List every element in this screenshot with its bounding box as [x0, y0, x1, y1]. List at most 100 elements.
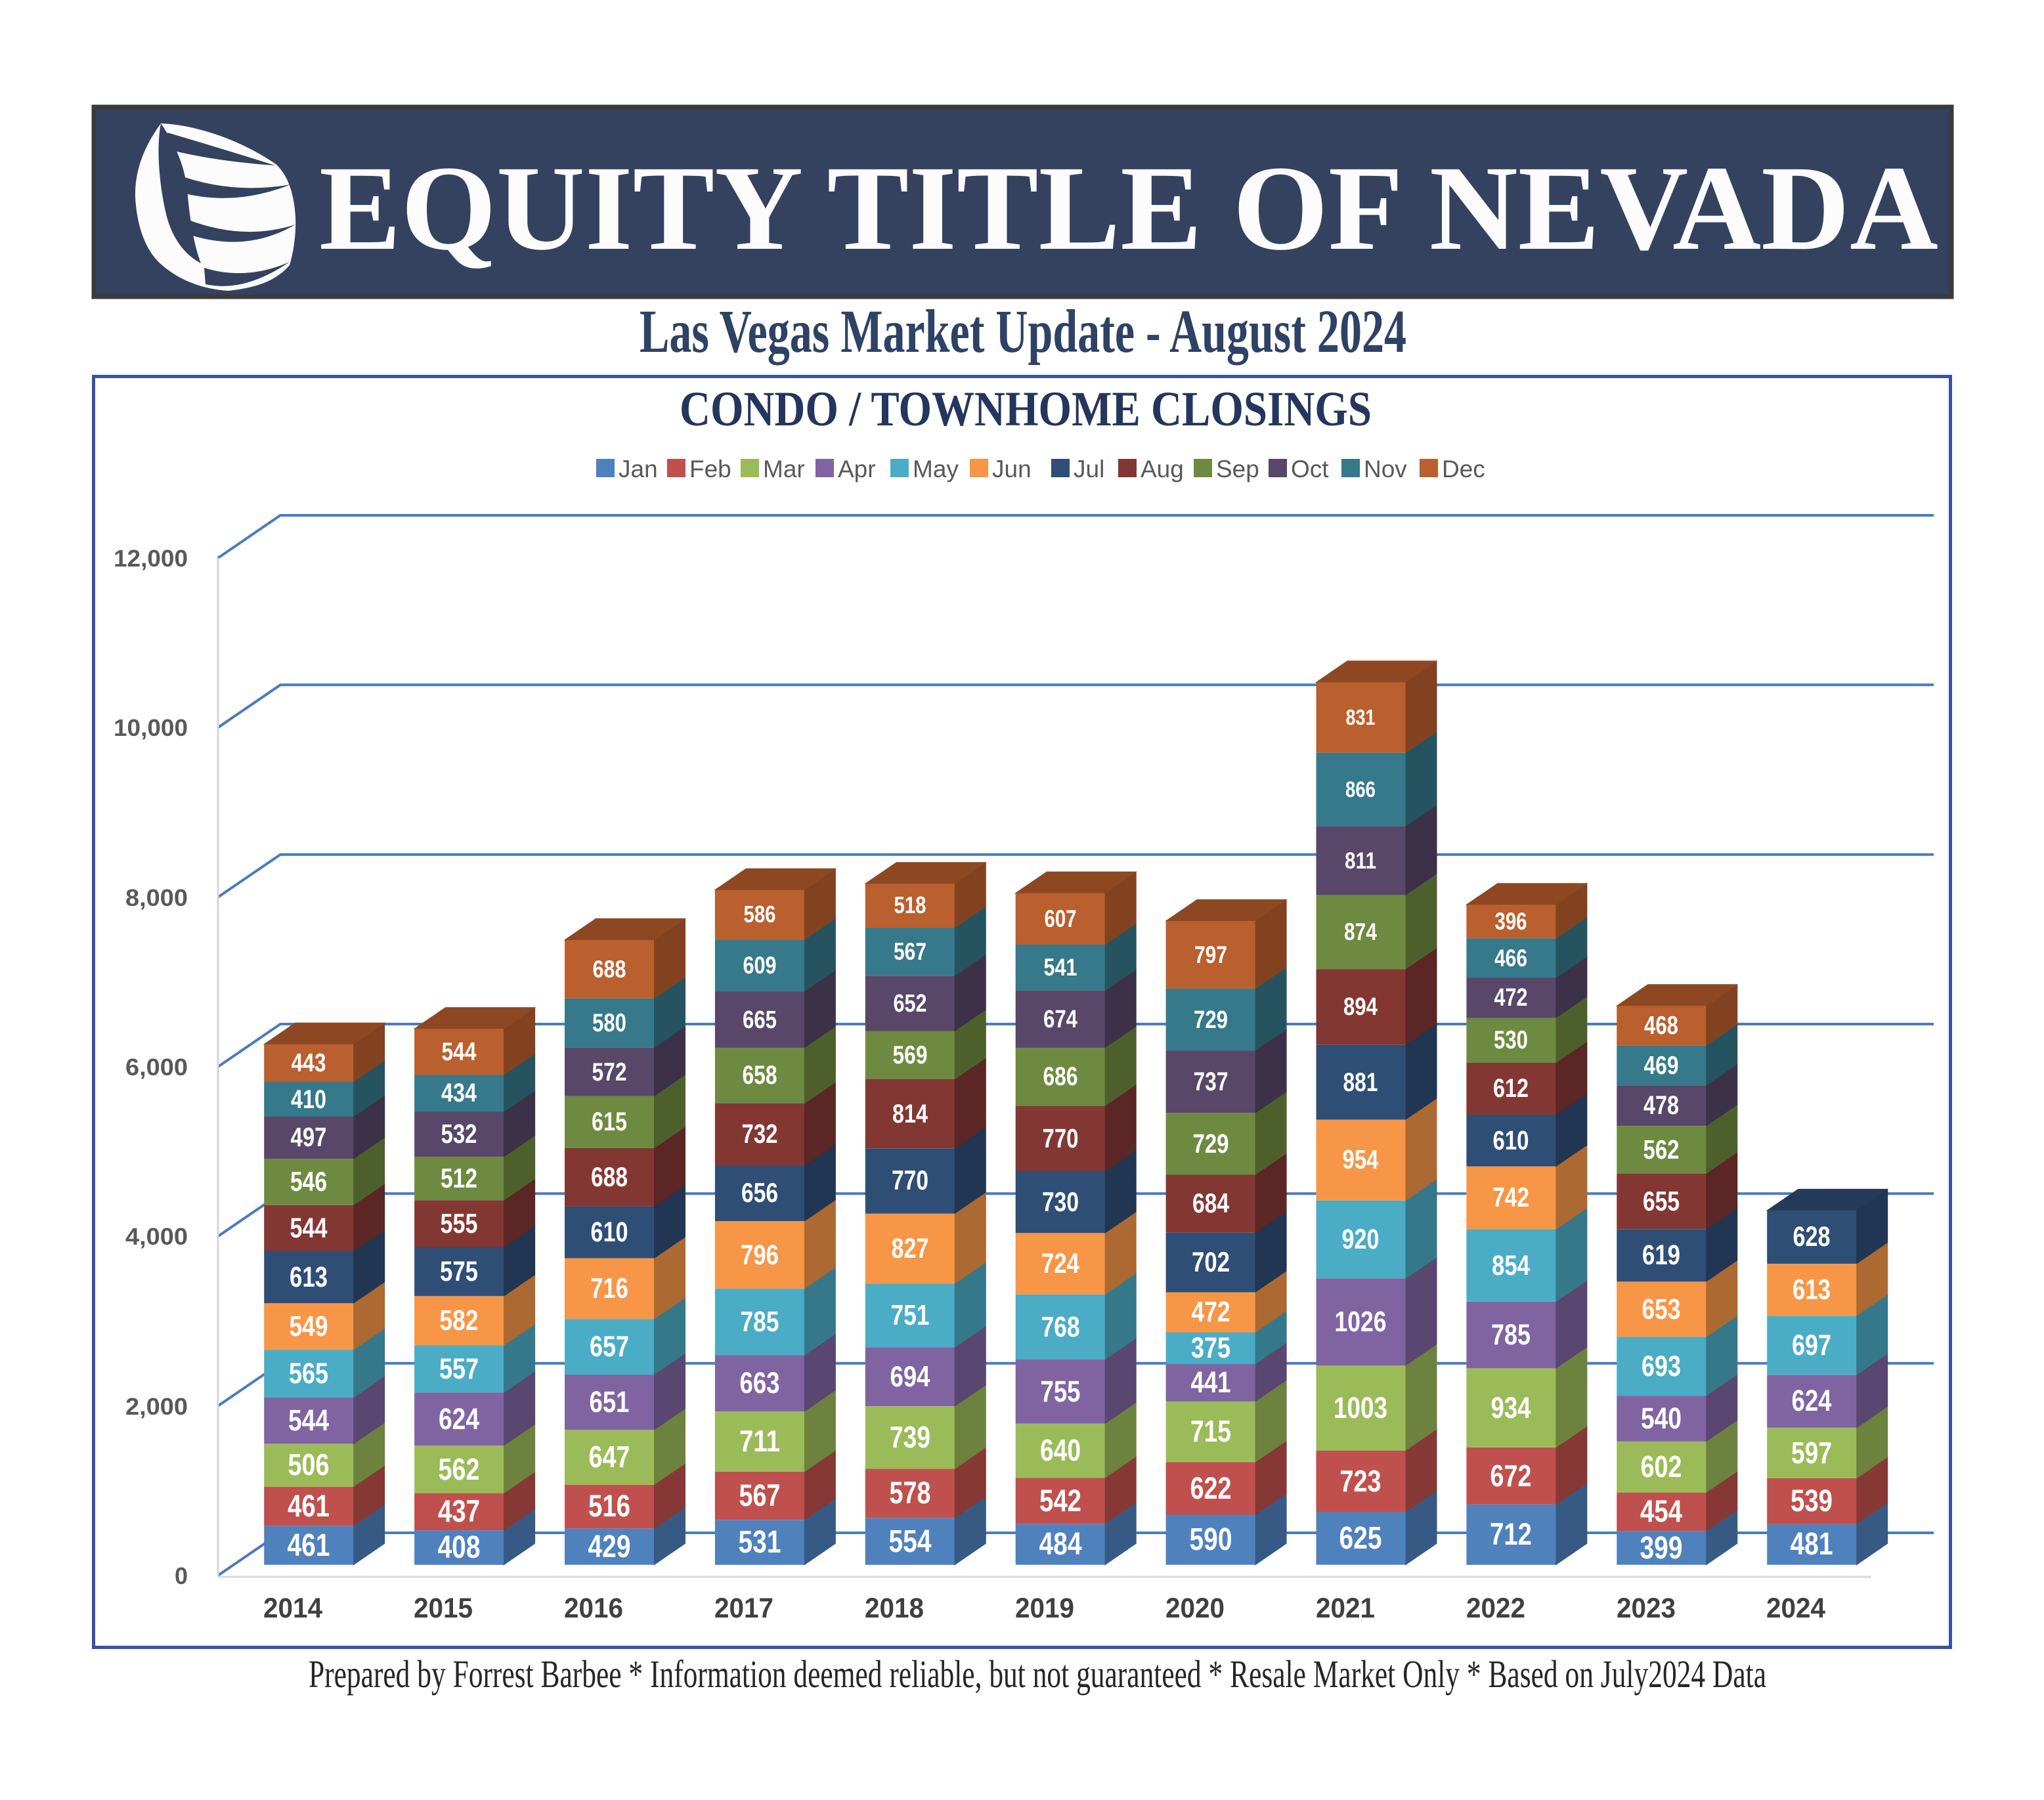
svg-text:688: 688	[591, 1162, 628, 1192]
svg-text:580: 580	[592, 1009, 626, 1037]
svg-text:615: 615	[592, 1107, 627, 1136]
svg-text:702: 702	[1192, 1247, 1230, 1278]
svg-text:2020: 2020	[1165, 1593, 1225, 1624]
svg-text:622: 622	[1190, 1471, 1232, 1505]
svg-text:544: 544	[288, 1404, 329, 1437]
svg-text:610: 610	[591, 1216, 628, 1247]
svg-text:546: 546	[290, 1167, 327, 1197]
svg-text:785: 785	[741, 1306, 779, 1338]
svg-text:739: 739	[890, 1420, 930, 1454]
svg-text:2016: 2016	[564, 1593, 623, 1624]
svg-text:Sep: Sep	[1216, 456, 1259, 482]
svg-text:549: 549	[290, 1310, 328, 1342]
svg-text:461: 461	[288, 1489, 330, 1524]
svg-text:461: 461	[288, 1528, 330, 1563]
svg-text:658: 658	[743, 1061, 777, 1090]
svg-text:2021: 2021	[1316, 1593, 1375, 1624]
svg-text:572: 572	[592, 1058, 627, 1086]
svg-text:518: 518	[894, 891, 926, 918]
svg-text:2017: 2017	[714, 1593, 773, 1624]
svg-text:555: 555	[441, 1208, 478, 1239]
svg-text:716: 716	[590, 1273, 628, 1304]
svg-text:2022: 2022	[1466, 1593, 1525, 1624]
svg-text:434: 434	[441, 1079, 477, 1107]
svg-text:468: 468	[1644, 1012, 1678, 1040]
svg-text:544: 544	[442, 1038, 477, 1066]
svg-text:557: 557	[439, 1353, 479, 1385]
svg-text:590: 590	[1190, 1522, 1232, 1557]
svg-text:827: 827	[892, 1233, 929, 1264]
svg-text:613: 613	[1793, 1274, 1831, 1306]
svg-text:562: 562	[439, 1452, 480, 1486]
svg-text:881: 881	[1343, 1068, 1378, 1097]
svg-text:10,000: 10,000	[114, 714, 188, 741]
svg-text:512: 512	[441, 1163, 477, 1193]
svg-text:437: 437	[438, 1494, 480, 1529]
svg-text:541: 541	[1044, 953, 1077, 981]
svg-text:6,000: 6,000	[125, 1054, 188, 1081]
svg-text:569: 569	[893, 1041, 928, 1069]
svg-text:811: 811	[1345, 847, 1376, 874]
svg-text:1026: 1026	[1335, 1306, 1387, 1338]
svg-text:663: 663	[740, 1366, 780, 1400]
svg-text:732: 732	[742, 1119, 778, 1149]
svg-text:Apr: Apr	[838, 456, 876, 482]
svg-text:472: 472	[1494, 984, 1528, 1012]
svg-text:443: 443	[292, 1049, 326, 1077]
svg-text:1003: 1003	[1334, 1391, 1387, 1425]
svg-text:May: May	[913, 456, 959, 482]
svg-text:651: 651	[590, 1385, 630, 1419]
svg-text:768: 768	[1041, 1311, 1080, 1343]
svg-text:796: 796	[741, 1239, 779, 1271]
svg-text:729: 729	[1194, 1006, 1228, 1034]
svg-text:866: 866	[1345, 777, 1376, 802]
svg-text:2,000: 2,000	[125, 1393, 188, 1420]
svg-text:532: 532	[441, 1119, 477, 1149]
svg-text:770: 770	[1043, 1123, 1079, 1153]
svg-text:544: 544	[290, 1212, 328, 1243]
svg-text:2018: 2018	[865, 1593, 924, 1624]
svg-text:2019: 2019	[1015, 1593, 1074, 1624]
svg-text:625: 625	[1339, 1521, 1382, 1556]
svg-text:684: 684	[1192, 1188, 1229, 1218]
svg-text:469: 469	[1644, 1052, 1679, 1080]
svg-text:Mar: Mar	[763, 456, 805, 482]
svg-text:894: 894	[1343, 993, 1378, 1021]
svg-text:647: 647	[589, 1440, 630, 1474]
svg-text:672: 672	[1490, 1459, 1532, 1493]
svg-text:399: 399	[1640, 1531, 1683, 1566]
svg-text:542: 542	[1039, 1483, 1081, 1518]
svg-text:610: 610	[1493, 1125, 1529, 1155]
svg-text:12,000: 12,000	[114, 545, 188, 572]
svg-text:CONDO / TOWNHOME CLOSINGS: CONDO / TOWNHOME CLOSINGS	[680, 381, 1372, 437]
svg-text:516: 516	[588, 1489, 630, 1524]
svg-text:693: 693	[1642, 1350, 1681, 1382]
svg-text:481: 481	[1791, 1527, 1833, 1562]
svg-text:Jun: Jun	[992, 456, 1032, 482]
svg-text:484: 484	[1039, 1527, 1082, 1562]
svg-text:472: 472	[1192, 1296, 1230, 1328]
svg-text:814: 814	[892, 1100, 928, 1128]
svg-text:711: 711	[739, 1424, 780, 1458]
svg-text:567: 567	[894, 937, 926, 965]
svg-text:602: 602	[1641, 1449, 1682, 1484]
svg-text:506: 506	[288, 1447, 330, 1482]
svg-text:EQUITY TITLE OF NEVADA: EQUITY TITLE OF NEVADA	[319, 141, 1938, 276]
svg-text:578: 578	[890, 1475, 931, 1510]
svg-text:2015: 2015	[414, 1593, 473, 1624]
svg-text:785: 785	[1491, 1319, 1531, 1351]
svg-text:Feb: Feb	[689, 456, 731, 482]
svg-text:466: 466	[1494, 944, 1527, 972]
svg-text:686: 686	[1043, 1062, 1078, 1091]
svg-text:715: 715	[1190, 1414, 1231, 1448]
svg-text:652: 652	[894, 990, 927, 1018]
svg-text:562: 562	[1643, 1134, 1680, 1165]
svg-text:742: 742	[1492, 1182, 1529, 1212]
svg-text:Jan: Jan	[619, 456, 658, 482]
svg-text:554: 554	[889, 1524, 932, 1559]
svg-text:Jul: Jul	[1074, 456, 1104, 482]
svg-text:934: 934	[1491, 1391, 1531, 1425]
svg-text:375: 375	[1191, 1332, 1230, 1364]
svg-text:Las Vegas Market Update - Augu: Las Vegas Market Update - August 2024	[640, 297, 1406, 365]
svg-text:454: 454	[1640, 1494, 1683, 1529]
